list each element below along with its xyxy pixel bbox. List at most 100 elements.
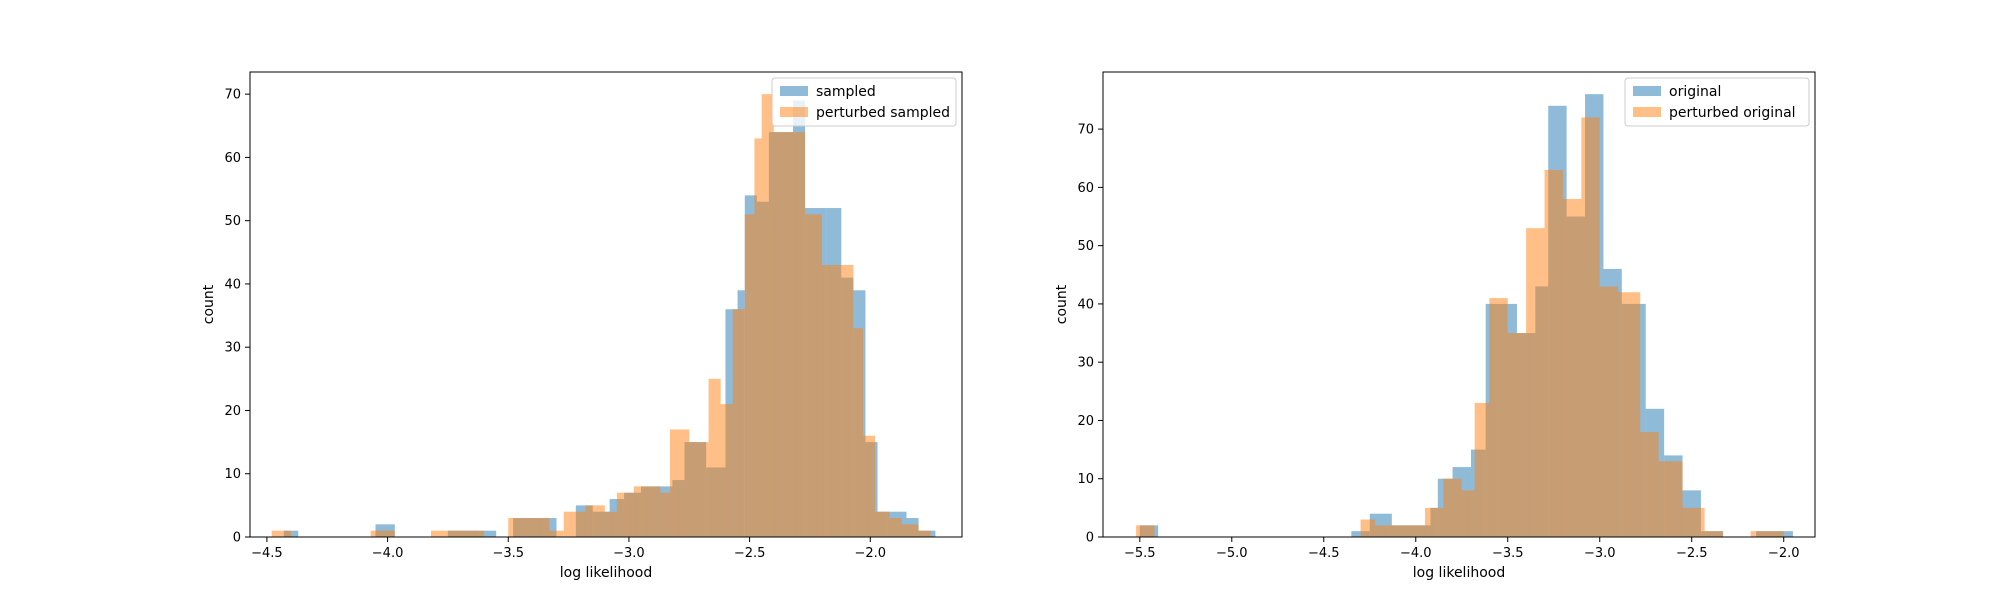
- histogram-bar: [585, 505, 605, 537]
- histogram-bar: [1658, 461, 1683, 537]
- histogram-bar: [1136, 525, 1155, 537]
- y-tick-label: 60: [1077, 181, 1094, 196]
- histogram-bar: [822, 264, 842, 537]
- x-tick-label: −3.5: [492, 546, 524, 561]
- legend-box: [1624, 77, 1810, 127]
- axes-frame: [1102, 71, 1816, 538]
- y-tick-label: 10: [224, 467, 241, 482]
- histogram-bar: [1618, 292, 1641, 537]
- histogram-bar: [785, 132, 806, 537]
- histogram-bar: [1599, 286, 1619, 537]
- y-tick-label: 0: [1086, 531, 1094, 546]
- legend-swatch: [780, 86, 808, 96]
- series-1-bars: [1139, 94, 1793, 538]
- y-tick-label: 20: [224, 404, 241, 419]
- axes-frame: [249, 71, 963, 538]
- legend-label: sampled: [816, 84, 876, 100]
- legend: sampled perturbed sampled: [771, 77, 957, 127]
- x-tick-label: −5.0: [1216, 546, 1248, 561]
- y-tick-label: 70: [1077, 123, 1094, 138]
- histogram-bar: [853, 328, 864, 537]
- right-histogram-panel: −5.5 −5.0 −4.5 −4.0 −3.5 −3.0 −2.5 −2.0 0 10 20 30 4…: [1054, 71, 1816, 581]
- y-tick-label: 10: [1077, 472, 1094, 487]
- series-2-bars: [271, 94, 931, 537]
- histogram-bar: [1750, 531, 1784, 537]
- series-2-bars: [1136, 117, 1784, 538]
- histogram-bar: [754, 138, 762, 537]
- histogram-bar: [1640, 432, 1659, 537]
- y-tick-label: 60: [224, 151, 241, 166]
- y-tick-label: 40: [1077, 297, 1094, 312]
- histogram-bar: [604, 511, 617, 537]
- histogram-bar: [1375, 525, 1425, 537]
- histogram-bar: [1581, 117, 1600, 537]
- histogram-bar: [283, 530, 299, 537]
- histogram-bar: [773, 132, 786, 537]
- x-tick-label: −3.0: [613, 546, 645, 561]
- legend-label: original: [1669, 84, 1721, 100]
- x-tick-label: −4.5: [251, 546, 283, 561]
- histogram-bar: [889, 518, 902, 537]
- legend-swatch: [1633, 107, 1661, 117]
- x-tick-label: −2.0: [1768, 546, 1800, 561]
- histogram-bar: [1443, 478, 1462, 537]
- histogram-bar: [761, 94, 774, 537]
- histogram-bar: [732, 309, 745, 537]
- histogram-bar: [689, 442, 709, 537]
- histogram-bar: [1424, 507, 1444, 537]
- y-axis-label: count: [201, 284, 217, 324]
- y-tick-label: 40: [224, 277, 241, 292]
- x-axis-label: log likelihood: [1413, 565, 1505, 581]
- histogram-bar: [863, 435, 876, 537]
- histogram-bar: [431, 530, 485, 537]
- histogram-bar: [1360, 519, 1376, 537]
- legend-swatch: [780, 107, 808, 117]
- histogram-bar: [708, 378, 721, 537]
- histogram-bar: [901, 524, 919, 537]
- histogram-bar: [1682, 507, 1705, 537]
- y-tick-label: 20: [1077, 414, 1094, 429]
- histogram-bar: [508, 518, 550, 537]
- legend: original perturbed original: [1624, 77, 1810, 127]
- histogram-bar: [720, 404, 733, 537]
- y-axis-label: count: [1054, 284, 1070, 324]
- histogram-bar: [805, 214, 823, 537]
- x-axis-label: log likelihood: [560, 565, 652, 581]
- legend-swatch: [1633, 86, 1661, 96]
- histogram-bar: [669, 429, 690, 537]
- legend-box: [771, 77, 957, 127]
- x-tick-label: −2.0: [854, 546, 886, 561]
- histogram-bar: [633, 486, 661, 537]
- x-tick-label: −5.5: [1124, 546, 1156, 561]
- legend-label: perturbed original: [1669, 105, 1796, 121]
- x-tick-label: −4.0: [1400, 546, 1432, 561]
- x-tick-label: −3.5: [1492, 546, 1524, 561]
- x-tick-label: −2.5: [734, 546, 766, 561]
- histogram-bar: [744, 214, 755, 537]
- histogram-bar: [271, 530, 292, 537]
- histogram-bar: [841, 264, 854, 537]
- y-tick-label: 30: [1077, 356, 1094, 371]
- histogram-bar: [616, 492, 634, 537]
- histogram-bar: [563, 511, 586, 537]
- histogram-bar: [1489, 298, 1508, 537]
- x-tick-label: −4.0: [372, 546, 404, 561]
- histogram-bar: [1474, 402, 1490, 537]
- histogram-bar: [1526, 228, 1545, 538]
- histogram-bar: [875, 511, 890, 537]
- histogram-bar: [918, 530, 931, 537]
- x-tick-label: −4.5: [1308, 546, 1340, 561]
- x-tick-label: −2.5: [1676, 546, 1708, 561]
- histogram-bar: [370, 530, 395, 537]
- histogram-bar: [479, 530, 497, 537]
- y-tick-label: 0: [233, 531, 241, 546]
- histogram-bar: [1461, 490, 1475, 537]
- histogram-bar: [1704, 531, 1724, 537]
- y-tick-label: 30: [224, 341, 241, 356]
- left-histogram-panel: −4.5 −4.0 −3.5 −3.0 −2.5 −2.0 0 10 20 30 40 50 60 70 l…: [201, 71, 963, 581]
- legend-label: perturbed sampled: [816, 105, 950, 121]
- histogram-bar: [549, 530, 564, 537]
- histogram-bar: [1562, 199, 1582, 537]
- x-tick-label: −3.0: [1584, 546, 1616, 561]
